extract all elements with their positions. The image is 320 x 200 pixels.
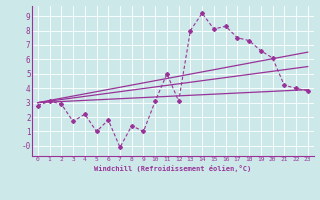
X-axis label: Windchill (Refroidissement éolien,°C): Windchill (Refroidissement éolien,°C) <box>94 165 252 172</box>
